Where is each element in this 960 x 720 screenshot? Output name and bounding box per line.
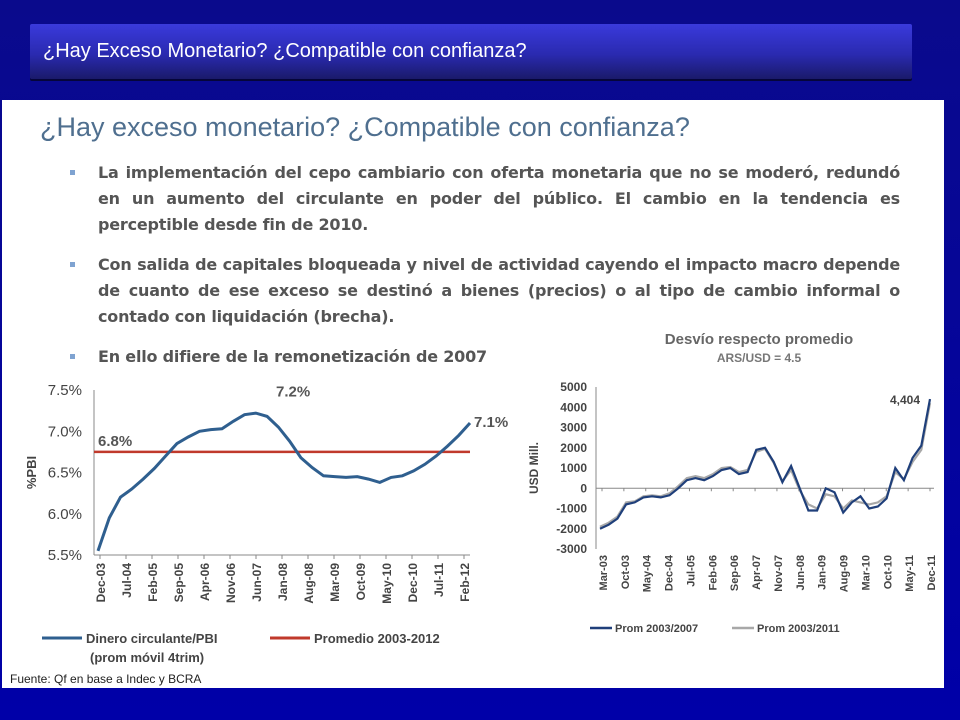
bullet-item: En ello difiere de la remonetización de … xyxy=(68,344,518,370)
bullet-item: Con salida de capitales bloqueada y nive… xyxy=(68,252,900,330)
x-tick-label: Dec-10 xyxy=(406,563,420,603)
y-tick-label: 5.5% xyxy=(48,547,82,564)
x-tick-label: May-04 xyxy=(642,554,654,592)
bullet-icon xyxy=(70,262,75,267)
x-tick-label: Mar-03 xyxy=(598,555,610,590)
desvio-series-line xyxy=(599,398,932,530)
x-tick-label: Oct-09 xyxy=(354,563,368,601)
x-tick-label: Aug-08 xyxy=(302,563,316,604)
y-tick-label: 6.0% xyxy=(48,506,82,523)
y-tick-label: 0 xyxy=(580,481,587,495)
bullet-icon xyxy=(70,170,75,175)
x-tick-label: Feb-06 xyxy=(707,555,719,590)
header-title: ¿Hay Exceso Monetario? ¿Compatible con c… xyxy=(43,40,527,62)
legend-label: (prom móvil 4trim) xyxy=(90,650,204,665)
legend-label: Prom 2003/2011 xyxy=(757,623,840,635)
y-tick-label: -1000 xyxy=(556,502,587,516)
x-tick-label: Jul-05 xyxy=(685,555,697,587)
x-tick-label: Mar-10 xyxy=(860,555,872,590)
x-tick-label: Oct-10 xyxy=(882,555,894,589)
y-tick-label: 4000 xyxy=(560,400,587,414)
y-axis-label: %PBI xyxy=(24,456,39,489)
y-tick-label: -3000 xyxy=(556,542,587,556)
bullet-text: En ello difiere de la remonetización de … xyxy=(98,347,487,366)
x-tick-label: Oct-03 xyxy=(620,555,632,589)
chart-title: Desvío respecto promedio xyxy=(665,331,853,348)
y-axis-label: USD Mill. xyxy=(527,442,541,494)
x-tick-label: May-10 xyxy=(380,563,394,604)
annotation-label: 7.1% xyxy=(474,414,508,431)
chart-subtitle: ARS/USD = 4.5 xyxy=(717,351,802,365)
x-tick-label: Nov-06 xyxy=(224,563,238,603)
x-tick-label: Apr-06 xyxy=(198,563,212,601)
annotation-label: 6.8% xyxy=(98,433,132,450)
x-tick-label: Jul-11 xyxy=(432,563,446,597)
slide-panel: ¿Hay exceso monetario? ¿Compatible con c… xyxy=(2,100,944,688)
x-tick-label: Dec-03 xyxy=(94,563,108,603)
legend-label: Promedio 2003-2012 xyxy=(314,631,440,646)
x-tick-label: May-11 xyxy=(904,555,916,592)
legend-label: Dinero circulante/PBI xyxy=(86,631,217,646)
bullet-text: Con salida de capitales bloqueada y nive… xyxy=(98,255,900,326)
x-tick-label: Jan-08 xyxy=(276,563,290,601)
bullet-list: La implementación del cepo cambiario con… xyxy=(68,160,900,384)
x-tick-label: Dec-04 xyxy=(664,554,676,591)
x-tick-label: Jun-07 xyxy=(250,563,264,602)
x-tick-label: Feb-05 xyxy=(146,563,160,602)
y-tick-label: 2000 xyxy=(560,441,587,455)
circulante-series-line xyxy=(96,411,472,552)
legend-label: Prom 2003/2007 xyxy=(615,623,698,635)
x-tick-label: Dec-11 xyxy=(926,555,938,590)
y-tick-label: 7.0% xyxy=(48,423,82,440)
x-tick-label: Jul-04 xyxy=(120,563,134,598)
y-tick-label: 6.5% xyxy=(48,465,82,482)
x-tick-label: Feb-12 xyxy=(458,563,472,602)
x-tick-label: Aug-09 xyxy=(839,555,851,592)
annotation-label: 4,404 xyxy=(890,393,920,407)
y-tick-label: -2000 xyxy=(556,522,587,536)
annotation-label: 7.2% xyxy=(276,384,310,401)
x-tick-label: Jun-08 xyxy=(795,555,807,590)
x-tick-label: Sep-05 xyxy=(172,563,186,603)
bullet-text: La implementación del cepo cambiario con… xyxy=(98,163,900,234)
bullet-icon xyxy=(70,354,75,359)
y-tick-label: 5000 xyxy=(560,380,587,394)
bullet-item: La implementación del cepo cambiario con… xyxy=(68,160,900,238)
x-tick-label: Mar-09 xyxy=(328,563,342,602)
slide-title: ¿Hay exceso monetario? ¿Compatible con c… xyxy=(40,112,690,142)
x-tick-label: Apr-07 xyxy=(751,555,763,590)
x-tick-label: Jan-09 xyxy=(817,555,829,590)
y-tick-label: 7.5% xyxy=(48,382,82,399)
x-tick-label: Nov-07 xyxy=(773,555,785,592)
y-tick-label: 1000 xyxy=(560,461,587,475)
desvio-chart: Desvío respecto promedio ARS/USD = 4.5 -30… xyxy=(527,331,938,635)
circulante-chart: 5.5% 6.0% 6.5% 7.0% 7.5% %PBI Dec-03 Jul-04 Feb-… xyxy=(24,382,508,665)
y-tick-label: 3000 xyxy=(560,421,587,435)
desvio-series-line xyxy=(599,402,932,528)
header-bar: ¿Hay Exceso Monetario? ¿Compatible con c… xyxy=(30,24,912,79)
x-tick-label: Sep-06 xyxy=(729,555,741,591)
source-note: Fuente: Qf en base a Indec y BCRA xyxy=(10,672,202,686)
